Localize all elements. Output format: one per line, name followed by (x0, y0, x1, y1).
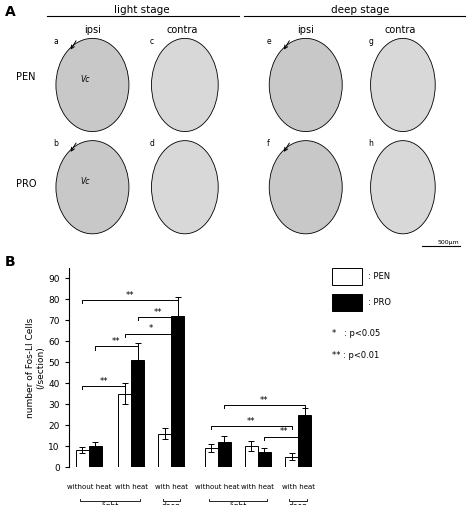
Bar (332, 293, 363, 311)
Bar (218, 442, 230, 467)
Ellipse shape (152, 140, 218, 234)
Text: Vc: Vc (80, 177, 90, 186)
Text: g: g (368, 37, 374, 45)
Bar (89, 446, 102, 467)
Y-axis label: number of Fos-LI Cells
(/section): number of Fos-LI Cells (/section) (26, 317, 46, 418)
Text: with heat: with heat (155, 484, 188, 490)
Bar (245, 446, 258, 467)
Text: ipsi: ipsi (297, 25, 314, 35)
Ellipse shape (269, 38, 342, 131)
Bar (258, 452, 271, 467)
Text: PRO: PRO (16, 179, 36, 189)
Text: deep: deep (289, 502, 308, 505)
Text: without heat: without heat (67, 484, 111, 490)
Text: ** : p<0.01: ** : p<0.01 (332, 350, 379, 360)
Text: **: ** (280, 427, 289, 436)
Text: e: e (266, 37, 271, 45)
Text: deep stage: deep stage (331, 5, 389, 15)
Text: d: d (149, 139, 154, 148)
Bar (332, 268, 363, 285)
Text: h: h (368, 139, 374, 148)
Text: **: ** (126, 291, 134, 300)
Text: contra: contra (167, 25, 198, 35)
Text: ipsi: ipsi (84, 25, 101, 35)
Ellipse shape (152, 38, 218, 131)
Bar (298, 415, 311, 467)
Text: light: light (101, 502, 118, 505)
Text: **: ** (154, 308, 162, 317)
Text: **: ** (112, 337, 121, 346)
Text: contra: contra (385, 25, 416, 35)
Text: light stage: light stage (114, 5, 170, 15)
Text: *   : p<0.05: * : p<0.05 (332, 329, 381, 338)
Ellipse shape (371, 140, 435, 234)
Text: a: a (54, 37, 58, 45)
Text: **: ** (260, 396, 269, 405)
Text: with heat: with heat (241, 484, 274, 490)
Text: **: ** (99, 377, 108, 386)
Text: b: b (54, 139, 58, 148)
Text: PEN: PEN (16, 72, 36, 82)
Text: : PEN: : PEN (368, 272, 390, 281)
Text: **: ** (247, 417, 256, 426)
Text: with heat: with heat (115, 484, 147, 490)
Bar (131, 360, 144, 467)
Text: without heat: without heat (195, 484, 240, 490)
Text: light: light (229, 502, 246, 505)
Text: deep: deep (162, 502, 181, 505)
Text: Vc: Vc (80, 75, 90, 84)
Text: : PRO: : PRO (368, 297, 391, 307)
Text: with heat: with heat (282, 484, 315, 490)
Text: 500μm: 500μm (438, 240, 460, 245)
Text: A: A (5, 5, 16, 19)
Bar (205, 448, 218, 467)
Bar (172, 316, 184, 467)
Bar (118, 393, 131, 467)
Bar (158, 433, 172, 467)
Text: B: B (5, 255, 15, 269)
Bar (285, 457, 298, 467)
Ellipse shape (56, 140, 129, 234)
Ellipse shape (371, 38, 435, 131)
Text: c: c (149, 37, 154, 45)
Ellipse shape (56, 38, 129, 131)
Bar (76, 450, 89, 467)
Text: *: * (149, 324, 154, 333)
Text: f: f (266, 139, 269, 148)
Ellipse shape (269, 140, 342, 234)
